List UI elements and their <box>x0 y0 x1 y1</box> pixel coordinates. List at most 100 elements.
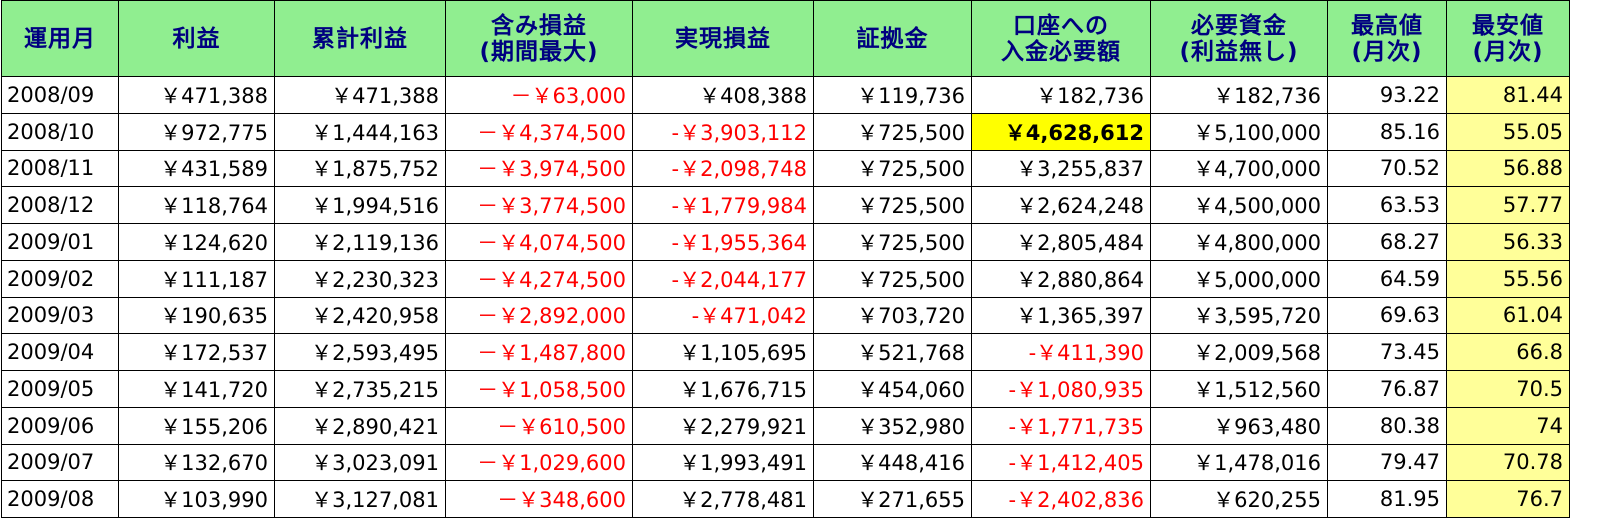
cell-unreal[interactable]: －￥3,974,500 <box>445 149 633 188</box>
cell-high[interactable]: 81.95 <box>1327 480 1447 518</box>
cell-margin[interactable]: ￥725,500 <box>813 186 972 224</box>
cell-month[interactable]: 2009/06 <box>1 406 119 445</box>
cell-real[interactable]: -￥1,779,984 <box>632 186 814 224</box>
cell-deposit[interactable]: ￥1,365,397 <box>971 296 1151 335</box>
cell-required[interactable]: ￥620,255 <box>1150 480 1328 518</box>
cell-margin[interactable]: ￥703,720 <box>813 296 972 335</box>
cell-cum[interactable]: ￥1,444,163 <box>274 112 446 151</box>
cell-cum[interactable]: ￥2,119,136 <box>274 223 446 261</box>
cell-margin[interactable]: ￥271,655 <box>813 480 972 518</box>
column-header-margin[interactable]: 証拠金 <box>813 0 972 77</box>
cell-unreal[interactable]: －￥3,774,500 <box>445 186 633 224</box>
column-header-high[interactable]: 最高値 (月次) <box>1327 0 1447 77</box>
cell-margin[interactable]: ￥448,416 <box>813 443 972 482</box>
cell-low[interactable]: 81.44 <box>1446 76 1570 114</box>
cell-deposit[interactable]: ￥2,805,484 <box>971 223 1151 261</box>
cell-required[interactable]: ￥5,000,000 <box>1150 259 1328 298</box>
cell-required[interactable]: ￥4,800,000 <box>1150 223 1328 261</box>
cell-real[interactable]: -￥2,098,748 <box>632 149 814 188</box>
cell-required[interactable]: ￥182,736 <box>1150 76 1328 114</box>
cell-month[interactable]: 2009/02 <box>1 259 119 298</box>
cell-month[interactable]: 2008/12 <box>1 186 119 224</box>
cell-month[interactable]: 2009/01 <box>1 223 119 261</box>
cell-cum[interactable]: ￥1,875,752 <box>274 149 446 188</box>
cell-unreal[interactable]: －￥1,029,600 <box>445 443 633 482</box>
cell-unreal[interactable]: －￥4,074,500 <box>445 223 633 261</box>
cell-real[interactable]: ￥1,105,695 <box>632 333 814 371</box>
cell-required[interactable]: ￥2,009,568 <box>1150 333 1328 371</box>
cell-cum[interactable]: ￥2,593,495 <box>274 333 446 371</box>
column-header-month[interactable]: 運用月 <box>1 0 119 77</box>
cell-profit[interactable]: ￥111,187 <box>118 259 275 298</box>
cell-cum[interactable]: ￥2,230,323 <box>274 259 446 298</box>
cell-deposit[interactable]: -￥1,771,735 <box>971 406 1151 445</box>
cell-required[interactable]: ￥4,700,000 <box>1150 149 1328 188</box>
cell-deposit[interactable]: -￥1,412,405 <box>971 443 1151 482</box>
cell-high[interactable]: 69.63 <box>1327 296 1447 335</box>
cell-cum[interactable]: ￥3,127,081 <box>274 480 446 518</box>
cell-low[interactable]: 56.33 <box>1446 223 1570 261</box>
cell-real[interactable]: ￥1,676,715 <box>632 370 814 408</box>
cell-profit[interactable]: ￥172,537 <box>118 333 275 371</box>
cell-real[interactable]: ￥408,388 <box>632 76 814 114</box>
cell-cum[interactable]: ￥2,420,958 <box>274 296 446 335</box>
cell-unreal[interactable]: －￥1,487,800 <box>445 333 633 371</box>
cell-unreal[interactable]: －￥4,274,500 <box>445 259 633 298</box>
cell-cum[interactable]: ￥471,388 <box>274 76 446 114</box>
cell-low[interactable]: 61.04 <box>1446 296 1570 335</box>
cell-low[interactable]: 55.56 <box>1446 259 1570 298</box>
cell-real[interactable]: ￥1,993,491 <box>632 443 814 482</box>
cell-high[interactable]: 76.87 <box>1327 370 1447 408</box>
cell-high[interactable]: 63.53 <box>1327 186 1447 224</box>
cell-month[interactable]: 2008/10 <box>1 112 119 151</box>
cell-deposit[interactable]: -￥411,390 <box>971 333 1151 371</box>
column-header-cum[interactable]: 累計利益 <box>274 0 446 77</box>
cell-deposit[interactable]: ￥3,255,837 <box>971 149 1151 188</box>
cell-deposit[interactable]: -￥2,402,836 <box>971 480 1151 518</box>
cell-required[interactable]: ￥5,100,000 <box>1150 112 1328 151</box>
column-header-real[interactable]: 実現損益 <box>632 0 814 77</box>
cell-real[interactable]: ￥2,279,921 <box>632 406 814 445</box>
cell-low[interactable]: 70.78 <box>1446 443 1570 482</box>
cell-margin[interactable]: ￥725,500 <box>813 149 972 188</box>
cell-high[interactable]: 68.27 <box>1327 223 1447 261</box>
cell-required[interactable]: ￥1,478,016 <box>1150 443 1328 482</box>
cell-profit[interactable]: ￥431,589 <box>118 149 275 188</box>
cell-deposit[interactable]: ￥2,624,248 <box>971 186 1151 224</box>
cell-unreal[interactable]: －￥2,892,000 <box>445 296 633 335</box>
cell-unreal[interactable]: －￥348,600 <box>445 480 633 518</box>
cell-high[interactable]: 79.47 <box>1327 443 1447 482</box>
cell-real[interactable]: -￥471,042 <box>632 296 814 335</box>
cell-deposit[interactable]: -￥1,080,935 <box>971 370 1151 408</box>
cell-month[interactable]: 2009/07 <box>1 443 119 482</box>
cell-profit[interactable]: ￥118,764 <box>118 186 275 224</box>
cell-deposit[interactable]: ￥4,628,612 <box>971 112 1151 151</box>
column-header-unreal[interactable]: 含み損益 (期間最大) <box>445 0 633 77</box>
cell-month[interactable]: 2009/08 <box>1 480 119 518</box>
cell-deposit[interactable]: ￥2,880,864 <box>971 259 1151 298</box>
cell-low[interactable]: 76.7 <box>1446 480 1570 518</box>
cell-high[interactable]: 70.52 <box>1327 149 1447 188</box>
cell-margin[interactable]: ￥725,500 <box>813 112 972 151</box>
cell-profit[interactable]: ￥155,206 <box>118 406 275 445</box>
cell-required[interactable]: ￥3,595,720 <box>1150 296 1328 335</box>
cell-unreal[interactable]: －￥63,000 <box>445 76 633 114</box>
cell-profit[interactable]: ￥132,670 <box>118 443 275 482</box>
cell-low[interactable]: 55.05 <box>1446 112 1570 151</box>
cell-low[interactable]: 57.77 <box>1446 186 1570 224</box>
cell-month[interactable]: 2009/03 <box>1 296 119 335</box>
cell-profit[interactable]: ￥141,720 <box>118 370 275 408</box>
column-header-low[interactable]: 最安値 (月次) <box>1446 0 1570 77</box>
column-header-profit[interactable]: 利益 <box>118 0 275 77</box>
cell-cum[interactable]: ￥2,735,215 <box>274 370 446 408</box>
cell-deposit[interactable]: ￥182,736 <box>971 76 1151 114</box>
cell-required[interactable]: ￥1,512,560 <box>1150 370 1328 408</box>
cell-unreal[interactable]: －￥1,058,500 <box>445 370 633 408</box>
cell-profit[interactable]: ￥471,388 <box>118 76 275 114</box>
cell-required[interactable]: ￥963,480 <box>1150 406 1328 445</box>
column-header-deposit[interactable]: 口座への 入金必要額 <box>971 0 1151 77</box>
cell-month[interactable]: 2009/05 <box>1 370 119 408</box>
cell-month[interactable]: 2008/11 <box>1 149 119 188</box>
cell-low[interactable]: 56.88 <box>1446 149 1570 188</box>
cell-profit[interactable]: ￥972,775 <box>118 112 275 151</box>
